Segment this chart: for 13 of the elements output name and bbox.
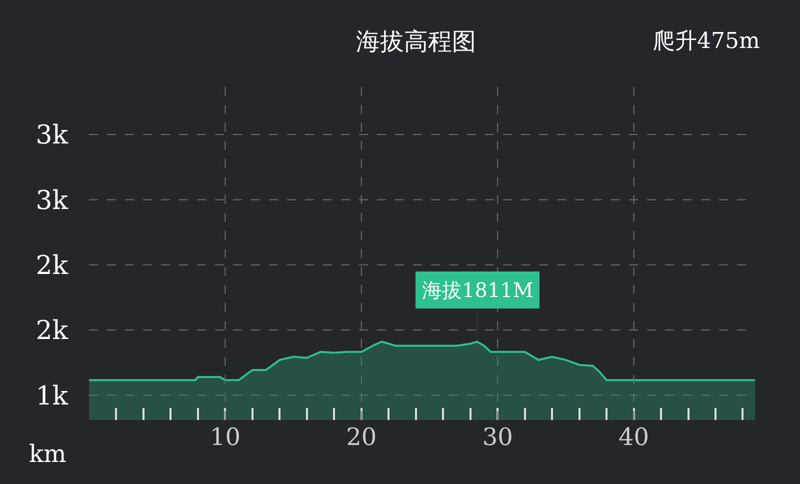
y-tick-label: 3k [36,120,68,151]
x-tick-label: 10 [210,423,240,451]
x-tick-label: 20 [346,423,377,451]
y-tick-label: 3k [36,186,68,216]
y-tick-label: 2k [36,250,68,281]
x-axis-title: km [29,440,67,468]
chart-title: 海拔高程图 [356,28,476,56]
x-tick-label: 30 [482,423,513,451]
y-tick-label: 1k [36,381,68,412]
y-tick-label: 2k [36,316,68,346]
x-tick-label: 40 [618,423,650,451]
annotation: 海拔1811M [422,278,534,302]
text: 爬升475m [653,29,760,54]
